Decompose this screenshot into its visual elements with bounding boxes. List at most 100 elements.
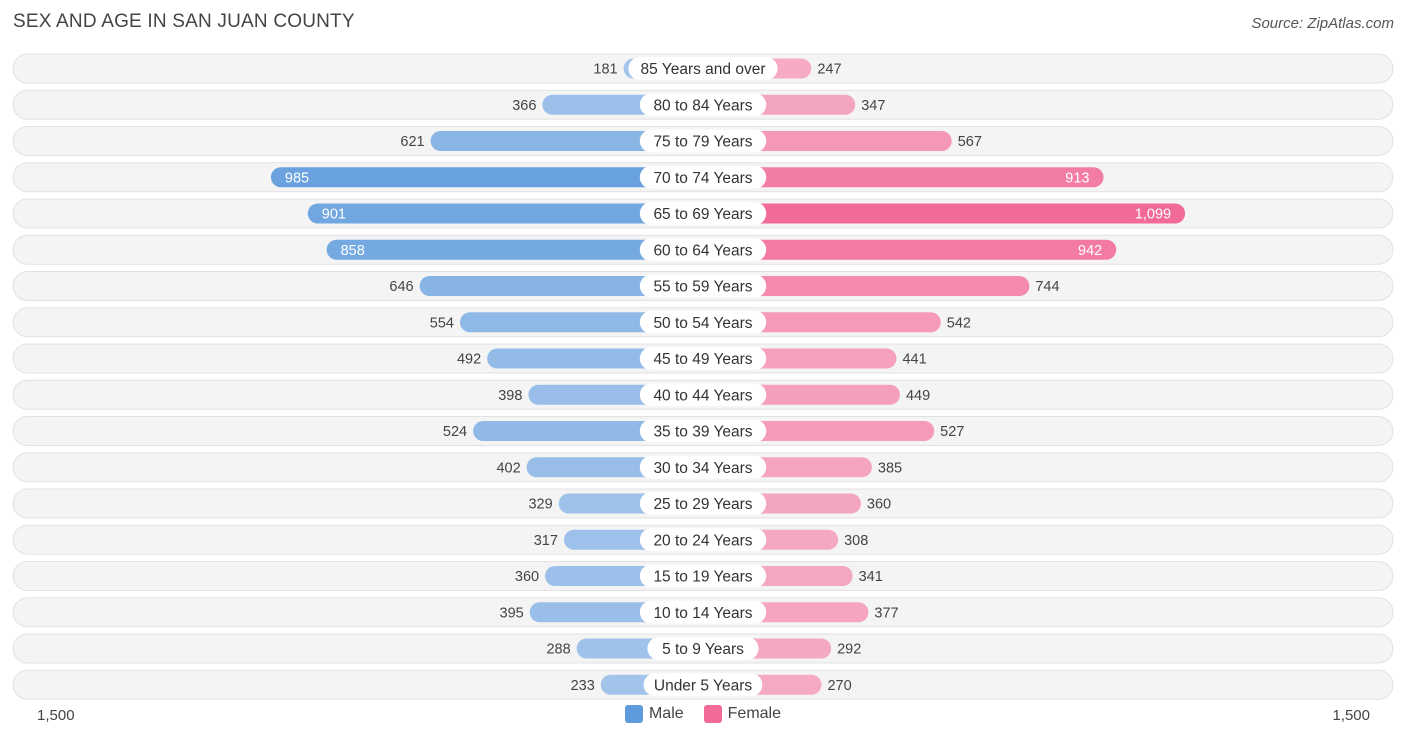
chart-row: 80 to 84 Years 366 347: [12, 89, 1394, 120]
legend-label-female: Female: [727, 705, 782, 722]
category-label: 50 to 54 Years: [653, 315, 752, 332]
category-label-background: [639, 93, 767, 117]
legend-item-female[interactable]: Female: [703, 705, 782, 723]
value-label-female: 247: [817, 62, 841, 78]
value-label-male: 398: [498, 388, 522, 404]
legend-item-male[interactable]: Male: [624, 705, 684, 723]
category-label: 35 to 39 Years: [653, 424, 752, 441]
legend-swatch-female: [703, 705, 722, 723]
value-label-male: 181: [593, 62, 617, 78]
category-label: 5 to 9 Years: [662, 641, 744, 658]
bar-female: [693, 239, 1117, 260]
value-label-male: 288: [546, 642, 570, 658]
category-label-background: [639, 165, 767, 189]
value-label-female: 1,099: [1135, 207, 1171, 223]
chart-row: 70 to 74 Years 985 913: [12, 162, 1394, 193]
category-label: 65 to 69 Years: [653, 206, 752, 223]
category-label-background: [647, 637, 759, 660]
category-label-background: [639, 419, 767, 443]
value-label-male: 985: [285, 170, 309, 186]
category-label-background: [639, 492, 767, 515]
category-label-background: [639, 202, 767, 225]
value-label-female: 567: [958, 134, 982, 150]
value-label-male: 858: [341, 243, 365, 259]
bar-female: [693, 203, 1186, 224]
category-label: 10 to 14 Years: [653, 605, 752, 622]
bar-female: [693, 276, 1030, 296]
value-label-male: 233: [571, 678, 595, 694]
category-label: 80 to 84 Years: [653, 97, 752, 114]
chart-row: 10 to 14 Years 395 377: [12, 597, 1394, 628]
category-label: 30 to 34 Years: [653, 460, 752, 477]
chart-row: Under 5 Years 233 270: [12, 669, 1394, 700]
value-label-female: 385: [878, 460, 902, 476]
legend-label-male: Male: [648, 705, 684, 722]
chart-row: 35 to 39 Years 524 527: [12, 416, 1394, 446]
chart-title: SEX AND AGE IN SAN JUAN COUNTY: [13, 11, 355, 32]
value-label-female: 449: [906, 388, 930, 404]
bar-male: [326, 239, 713, 260]
bar-male: [270, 167, 713, 188]
value-label-female: 292: [837, 642, 861, 658]
chart-source: Source: ZipAtlas.com: [1251, 15, 1394, 32]
value-label-female: 270: [827, 678, 851, 694]
chart-row: 60 to 64 Years 858 942: [12, 234, 1394, 265]
value-label-female: 360: [867, 497, 891, 513]
value-label-male: 901: [322, 207, 346, 223]
value-label-male: 621: [400, 134, 424, 150]
chart-row: 85 Years and over 181 247: [12, 53, 1394, 84]
value-label-female: 377: [874, 605, 898, 621]
value-label-male: 646: [389, 279, 413, 295]
value-label-female: 347: [861, 98, 885, 114]
value-label-female: 527: [940, 424, 964, 440]
value-label-female: 942: [1078, 243, 1102, 259]
category-label-background: [639, 455, 767, 479]
category-label-background: [643, 673, 763, 697]
category-label-background: [639, 238, 767, 262]
category-label: 40 to 44 Years: [653, 387, 752, 404]
chart-row: 65 to 69 Years 901 1,099: [12, 198, 1394, 229]
chart-row: 30 to 34 Years 402 385: [12, 452, 1394, 483]
chart-row: 55 to 59 Years 646 744: [12, 271, 1394, 301]
category-label: 70 to 74 Years: [653, 170, 752, 187]
category-label: 75 to 79 Years: [653, 134, 752, 151]
chart-row: 5 to 9 Years 288 292: [12, 633, 1394, 664]
category-label: 15 to 19 Years: [653, 569, 752, 586]
value-label-male: 329: [528, 497, 552, 513]
category-label-background: [639, 528, 767, 552]
value-label-female: 542: [947, 315, 971, 331]
value-label-female: 744: [1035, 279, 1059, 295]
value-label-male: 317: [534, 533, 558, 549]
category-label: 45 to 49 Years: [653, 351, 752, 368]
legend: Male Female: [0, 705, 1406, 723]
chart-row: 75 to 79 Years 621 567: [12, 126, 1394, 156]
category-label-background: [639, 564, 767, 588]
bar-female: [693, 167, 1104, 188]
value-label-male: 554: [430, 315, 454, 331]
category-label: 55 to 59 Years: [653, 279, 752, 296]
category-label-background: [639, 129, 767, 153]
bar-male: [419, 276, 713, 296]
category-label-background: [639, 274, 767, 298]
value-label-male: 366: [512, 98, 536, 114]
bar-male: [307, 203, 713, 224]
chart-row: 15 to 19 Years 360 341: [12, 561, 1394, 591]
value-label-female: 308: [844, 533, 868, 549]
value-label-female: 341: [859, 569, 883, 585]
value-label-female: 913: [1065, 170, 1089, 186]
value-label-female: 441: [902, 352, 926, 368]
category-label-background: [628, 57, 778, 80]
value-label-male: 524: [443, 424, 467, 440]
category-label-background: [639, 347, 767, 370]
axis-label-left: 1,500: [37, 707, 75, 724]
value-label-male: 395: [500, 605, 524, 621]
value-label-male: 492: [457, 352, 481, 368]
axis-label-right: 1,500: [1332, 707, 1370, 724]
category-label-background: [639, 383, 767, 407]
category-label: 85 Years and over: [641, 61, 766, 78]
chart-row: 40 to 44 Years 398 449: [12, 379, 1394, 410]
chart-row: 45 to 49 Years 492 441: [12, 343, 1394, 374]
category-label-background: [639, 600, 767, 624]
chart-row: 25 to 29 Years 329 360: [12, 488, 1394, 519]
